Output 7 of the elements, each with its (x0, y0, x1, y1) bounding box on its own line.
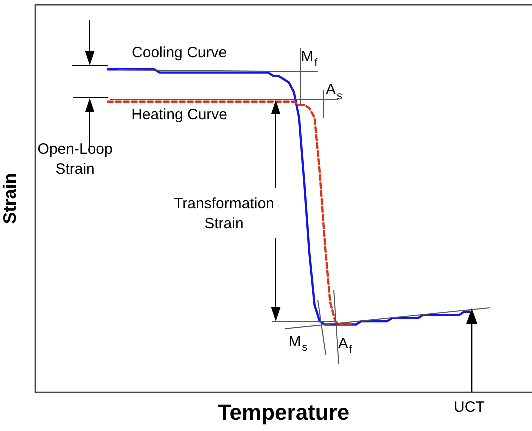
annotation: Open-Loop Strain (38, 141, 113, 178)
series-label: Heating Curve (132, 106, 228, 124)
x-axis-title: Temperature (218, 400, 350, 425)
series-label: Cooling Curve (132, 44, 228, 62)
annotation: Transformation Strain (174, 195, 274, 232)
y-axis-title: Strain (0, 173, 20, 224)
text: UCT (454, 399, 485, 416)
